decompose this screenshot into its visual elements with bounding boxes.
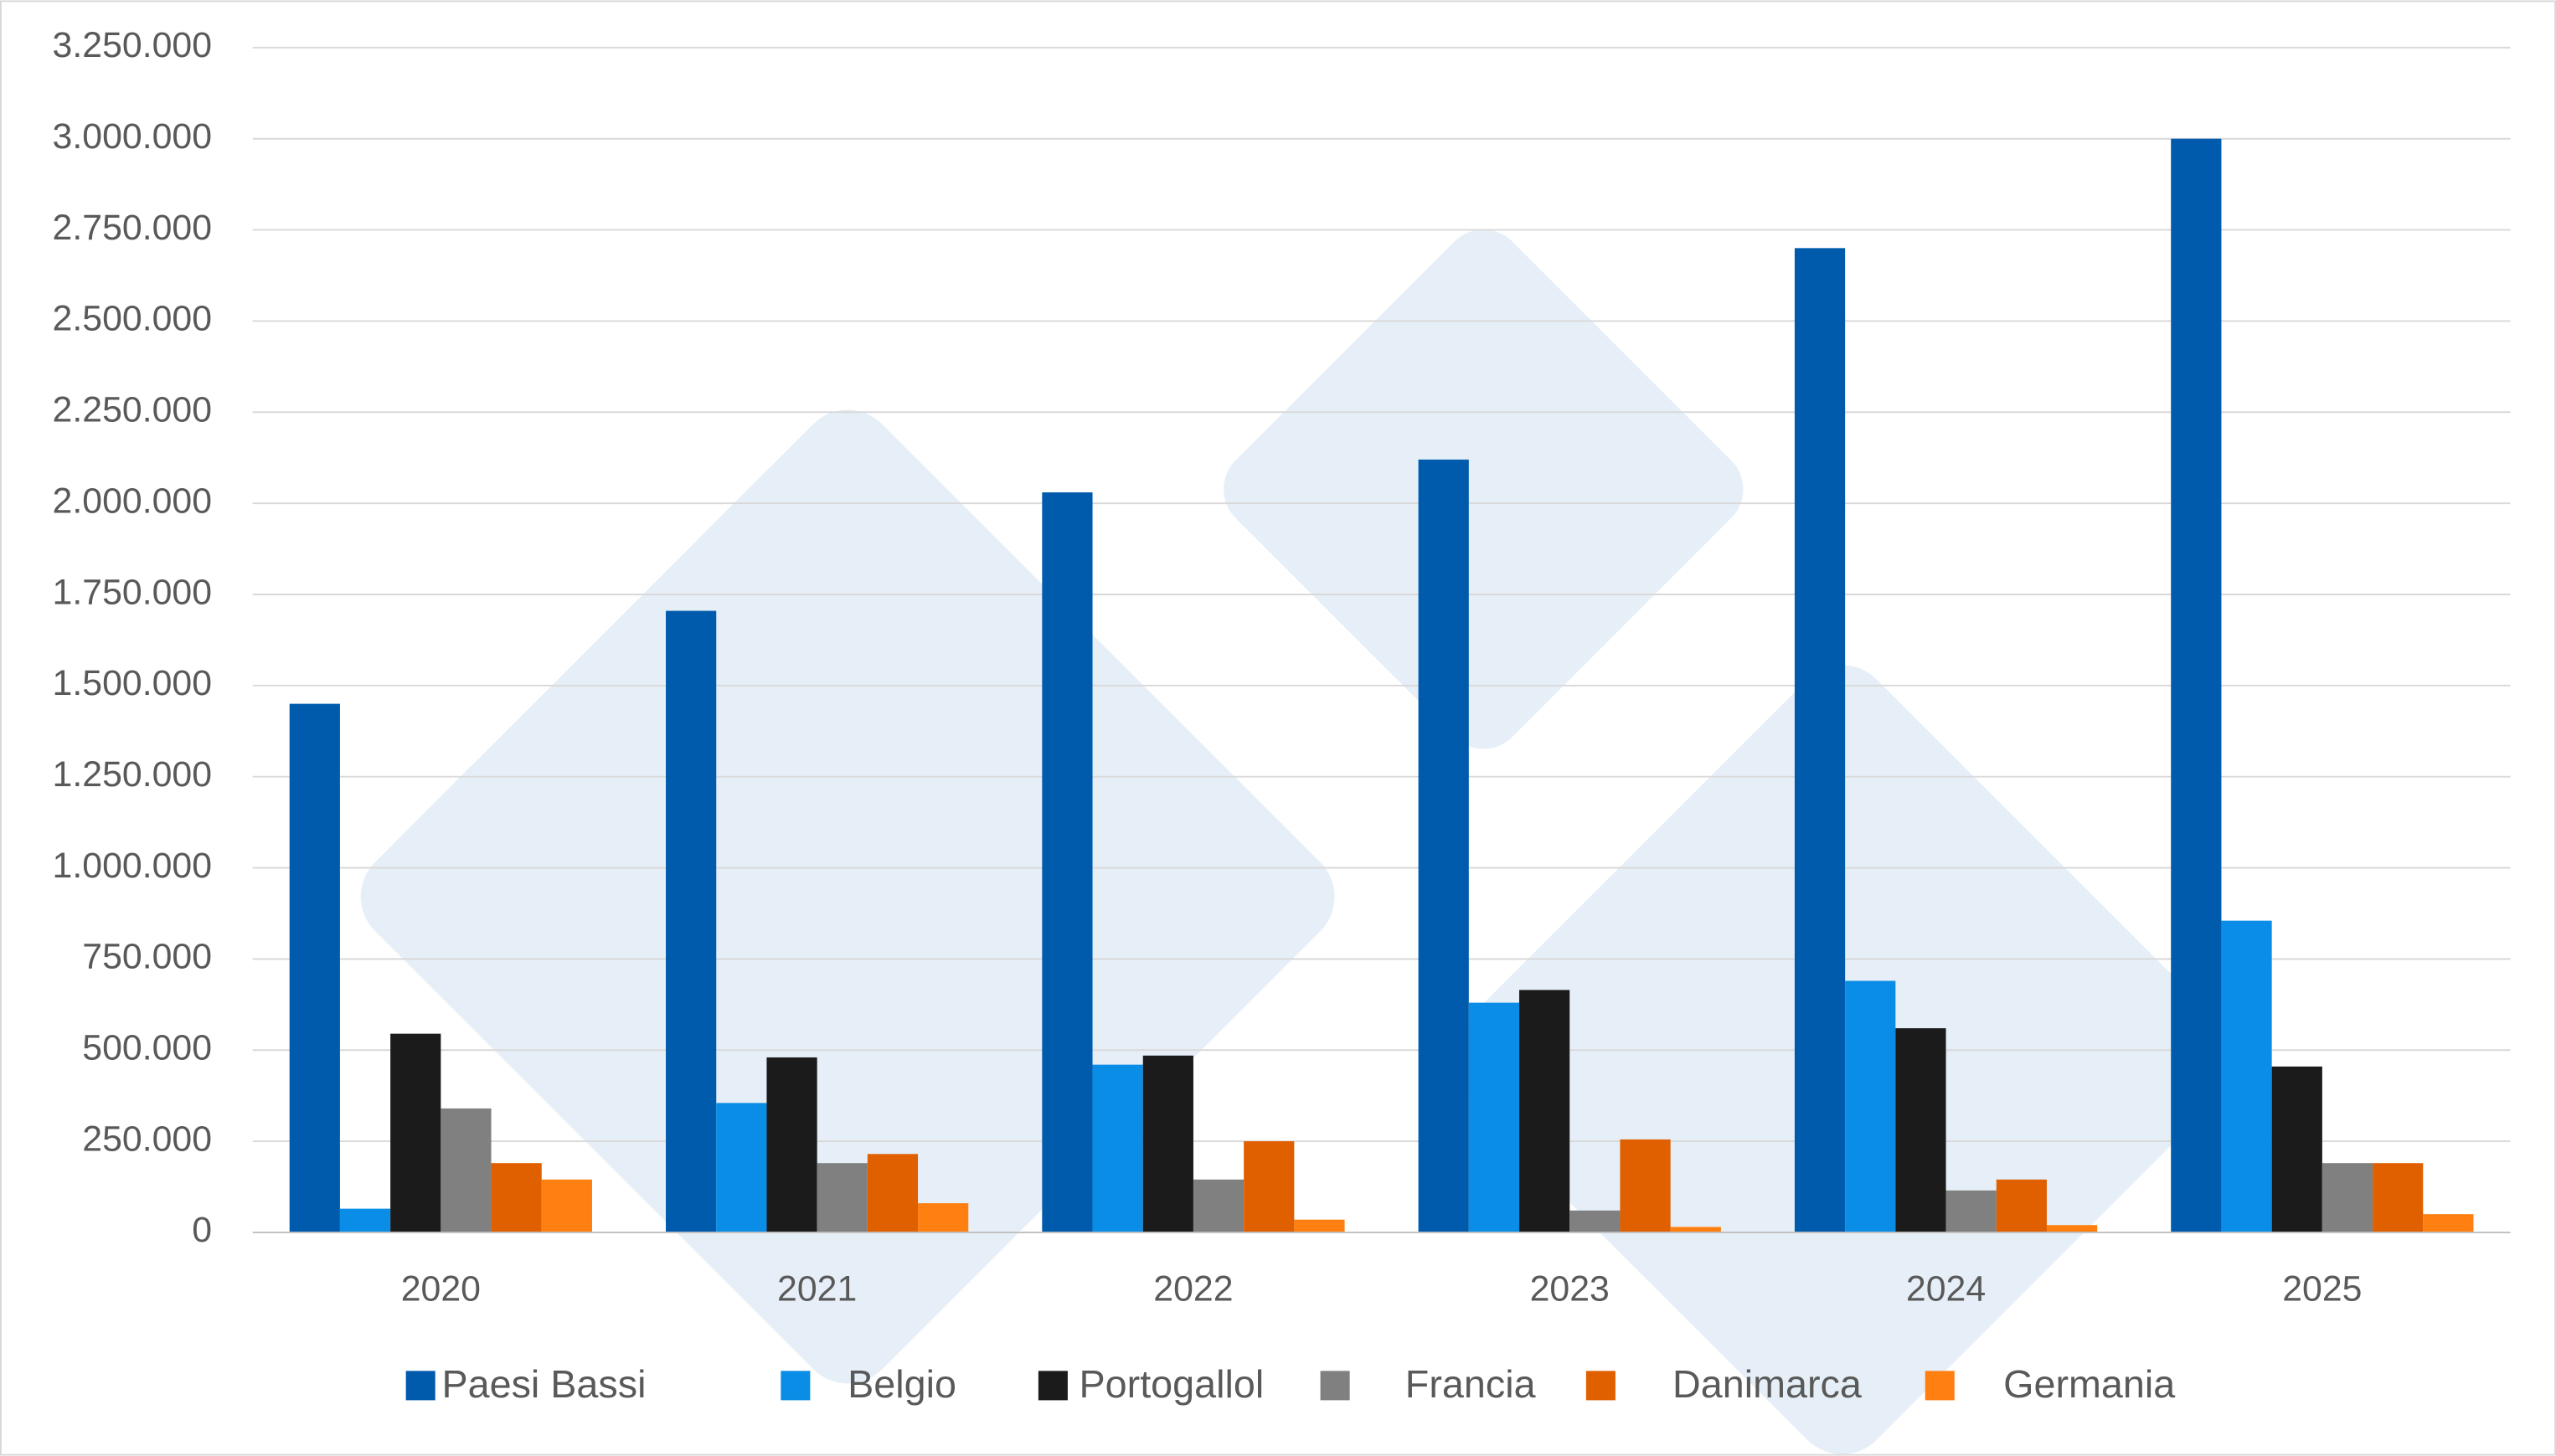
legend-label: Belgio [848, 1362, 956, 1406]
legend-marker [1038, 1371, 1068, 1401]
bar [2322, 1163, 2373, 1232]
bar [1294, 1219, 1345, 1232]
bar [1794, 248, 1846, 1232]
bar [1620, 1139, 1671, 1232]
bar [1092, 1064, 1143, 1232]
y-tick-label: 1.750.000 [53, 572, 212, 612]
bar [2046, 1225, 2098, 1232]
y-tick-label: 0 [192, 1210, 212, 1250]
x-tick-label: 2022 [1153, 1268, 1233, 1309]
bar [1845, 980, 1896, 1232]
bar [441, 1108, 492, 1232]
bar [2373, 1163, 2424, 1232]
x-tick-label: 2025 [2282, 1268, 2362, 1309]
y-tick-label: 250.000 [82, 1119, 212, 1159]
legend-label: Francia [1405, 1362, 1536, 1406]
legend-label: Paesi Bassi [441, 1362, 646, 1406]
legend-marker [1925, 1371, 1955, 1401]
bar [491, 1163, 542, 1232]
y-tick-label: 2.250.000 [53, 390, 212, 430]
legend-marker [1585, 1371, 1616, 1401]
y-tick-label: 500.000 [82, 1028, 212, 1068]
bar [390, 1033, 441, 1232]
legend-label: Germania [2003, 1362, 2175, 1406]
y-tick-label: 2.000.000 [53, 481, 212, 521]
bar [918, 1203, 969, 1232]
bar [1996, 1179, 2047, 1232]
bar [1945, 1190, 1997, 1232]
bar [2221, 920, 2272, 1232]
y-tick-label: 2.500.000 [53, 299, 212, 339]
legend-marker [405, 1371, 435, 1401]
x-tick-label: 2020 [401, 1268, 481, 1309]
y-tick-label: 1.500.000 [53, 663, 212, 703]
y-tick-label: 750.000 [82, 937, 212, 977]
legend-marker [781, 1371, 811, 1401]
bar [1193, 1179, 1245, 1232]
bar [1670, 1227, 1721, 1232]
bar [1569, 1210, 1621, 1232]
x-tick-label: 2023 [1530, 1268, 1610, 1309]
legend-label: Danimarca [1672, 1362, 1862, 1406]
bar [1244, 1141, 1295, 1232]
x-tick-label: 2024 [1906, 1268, 1986, 1309]
bar [2423, 1214, 2474, 1232]
y-tick-label: 3.250.000 [53, 25, 212, 65]
bar [867, 1154, 919, 1232]
bar [1895, 1028, 1946, 1232]
bar [541, 1179, 592, 1232]
y-tick-label: 2.750.000 [53, 208, 212, 248]
y-tick-label: 1.250.000 [53, 754, 212, 795]
bar [1519, 990, 1570, 1232]
y-tick-label: 3.000.000 [53, 116, 212, 157]
bar [2171, 138, 2222, 1232]
bar [716, 1103, 767, 1232]
legend-marker [1320, 1371, 1350, 1401]
legend-label: Portogallol [1080, 1362, 1265, 1406]
bar [1142, 1055, 1193, 1232]
bar [666, 610, 717, 1232]
bar [1468, 1002, 1520, 1232]
y-tick-label: 1.000.000 [53, 846, 212, 886]
x-tick-label: 2021 [777, 1268, 857, 1309]
bar [766, 1057, 817, 1232]
bar [817, 1163, 868, 1232]
bar [289, 703, 340, 1232]
bar [2271, 1066, 2322, 1232]
bar [1418, 459, 1469, 1232]
bar [339, 1208, 391, 1232]
bar [1042, 492, 1093, 1232]
